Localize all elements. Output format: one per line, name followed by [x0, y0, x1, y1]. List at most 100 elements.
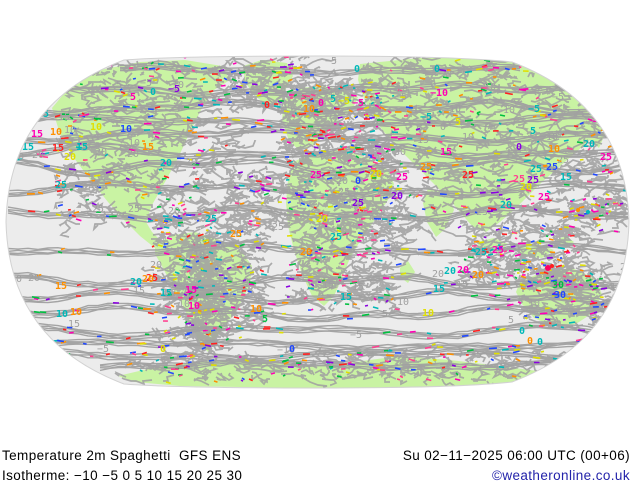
- copyright-link[interactable]: ©weatheronline.co.uk: [491, 468, 630, 483]
- isotherm-label: −5: [325, 56, 337, 67]
- isotherm-label: 5: [508, 315, 514, 326]
- isotherm-label: 30: [394, 147, 406, 158]
- isotherm-label: 15: [185, 285, 197, 296]
- colored-dot: [586, 210, 590, 214]
- isotherm-label: 5: [455, 117, 461, 128]
- isotherm-label: 15: [8, 132, 20, 143]
- isotherme-values: −10 −5 0 5 10 15 20 25 30: [73, 468, 243, 483]
- isotherm-label: 15: [58, 112, 70, 123]
- isotherm-label: 25: [538, 192, 550, 203]
- isotherm-label: 25: [150, 182, 162, 193]
- isotherm-label: 20: [370, 169, 382, 180]
- map-datetime: Su 02−11−2025 06:00 UTC (00+06): [402, 448, 630, 463]
- isotherm-label: 10: [50, 127, 62, 138]
- isotherm-label: 10: [120, 124, 132, 135]
- isotherm-label: 25: [476, 207, 488, 218]
- isotherm-label: 5: [130, 92, 136, 103]
- isotherm-label: 20: [160, 158, 172, 169]
- isotherm-label: 10: [397, 297, 409, 308]
- caption-line-2: Isotherme: −10 −5 0 5 10 15 20 25 30 ©we…: [0, 467, 634, 490]
- isotherm-label: 25: [396, 172, 408, 183]
- isotherm-label: 0: [519, 326, 525, 337]
- isotherm-label: 15: [440, 147, 452, 158]
- isotherm-label: 20: [583, 139, 595, 150]
- isotherm-label: 20: [95, 147, 107, 158]
- isotherm-label: 25: [330, 232, 342, 243]
- continent-new-zealand: [605, 330, 620, 348]
- isotherm-label: 15: [456, 280, 468, 291]
- isotherm-label: −10: [390, 84, 408, 95]
- isotherm-label: 0: [516, 142, 522, 153]
- isotherm-label: 15: [31, 129, 43, 140]
- isotherm-label: −5: [420, 112, 432, 123]
- isotherm-label: −5: [528, 104, 540, 115]
- spaghetti-clusters-gray: [53, 56, 629, 388]
- map-outline: [5, 55, 630, 389]
- caption-line-1: Temperature 2m Spaghetti GFS ENS Su 02−1…: [0, 447, 634, 490]
- isotherm-label: 25: [462, 170, 474, 181]
- isotherm-label: −5: [338, 96, 350, 107]
- isotherm-label: 20: [190, 240, 202, 251]
- isotherm-label: −10: [322, 87, 340, 98]
- isotherm-label: 20: [444, 266, 456, 277]
- isotherm-label: 15: [68, 319, 80, 330]
- isotherm-label: 20: [64, 152, 76, 163]
- isotherm-label: 15: [142, 142, 154, 153]
- isotherm-label: 25: [557, 155, 569, 166]
- isotherm-label: 25: [128, 204, 140, 215]
- isotherme-label: Isotherme:: [2, 468, 70, 483]
- isotherm-label: −5: [470, 350, 482, 361]
- isotherm-label: 10: [193, 250, 205, 261]
- isotherm-label: 20: [336, 176, 348, 187]
- isotherm-label: 25: [420, 162, 432, 173]
- isotherm-label: −5: [395, 92, 407, 103]
- map-title: Temperature 2m Spaghetti GFS ENS: [2, 448, 242, 463]
- isotherm-label: 20: [28, 273, 40, 284]
- isotherm-label: 25: [527, 175, 539, 186]
- isotherm-label: 15: [76, 142, 88, 153]
- isotherm-label: 20: [10, 274, 22, 285]
- isotherm-label: 10: [70, 307, 82, 318]
- isotherm-label: −5: [168, 84, 180, 95]
- isotherm-label: 20: [432, 269, 444, 280]
- isotherm-label: 15: [133, 286, 145, 297]
- isotherm-label: 15: [610, 282, 622, 293]
- spaghetti-colored-segments: [8, 60, 629, 382]
- isotherm-label: 10: [528, 298, 540, 309]
- isotherm-label: 15: [160, 288, 172, 299]
- isotherm-label: −5: [352, 98, 364, 109]
- isotherm-label: 20: [316, 214, 328, 225]
- isotherm-label: −10: [540, 132, 558, 143]
- isotherm-label: 20: [32, 150, 44, 161]
- isotherm-label: 25: [88, 180, 100, 191]
- isotherme-legend: Isotherme: −10 −5 0 5 10 15 20 25 30: [2, 467, 242, 485]
- isotherm-label: −5: [350, 330, 362, 341]
- isotherm-label: 25: [230, 229, 242, 240]
- colored-dot: [545, 265, 551, 271]
- isotherm-label: 20: [300, 247, 312, 258]
- isotherm-label: 20: [520, 182, 532, 193]
- isotherm-label: 15: [340, 292, 352, 303]
- isotherm-label: 20: [150, 260, 162, 271]
- isotherm-label: 20: [472, 270, 484, 281]
- isotherm-label: 0: [440, 122, 446, 133]
- isotherm-label: 25: [55, 180, 67, 191]
- isotherm-label: 10: [188, 301, 200, 312]
- isotherm-label: 20: [130, 277, 142, 288]
- isotherm-label: 25: [530, 164, 542, 175]
- isotherm-label: 0: [264, 100, 270, 111]
- isotherm-label: 30: [554, 290, 566, 301]
- isotherm-label: −10: [277, 345, 295, 356]
- isotherm-label: 15: [22, 142, 34, 153]
- isotherm-label: 10: [172, 80, 184, 91]
- isotherm-label: 25: [146, 273, 158, 284]
- isotherm-label: 15: [433, 284, 445, 295]
- isotherm-label: 0: [537, 337, 543, 348]
- isotherm-label: −5: [97, 344, 109, 355]
- isotherm-label: −10: [497, 105, 515, 116]
- isotherm-label: 0: [318, 98, 324, 109]
- isotherm-label: 10: [250, 304, 262, 315]
- isotherm-label: 5: [530, 126, 536, 137]
- isotherm-label: 10: [128, 138, 140, 149]
- isotherm-label: 15: [417, 135, 429, 146]
